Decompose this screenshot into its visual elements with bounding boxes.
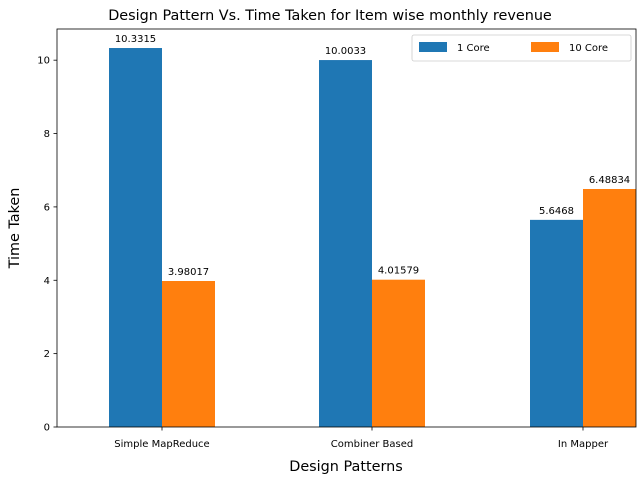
data-label-ten-core-1: 4.01579: [378, 266, 419, 277]
bar-ten-core-0: [162, 280, 215, 427]
legend-frame: [411, 34, 632, 62]
bar-one-core-1: [319, 60, 372, 427]
data-label-one-core-0: 10.3315: [115, 34, 156, 45]
data-label-one-core-2: 5.6468: [539, 206, 574, 217]
bar-ten-core-1: [372, 279, 425, 427]
legend-label-ten-core: 10 Core: [569, 43, 608, 54]
x-axis: Simple MapReduce Combiner Based In Mapper: [114, 427, 609, 450]
y-axis-label: Time Taken: [7, 188, 23, 270]
plot-frame: [56, 28, 637, 428]
data-label-ten-core-2: 6.48834: [589, 175, 630, 186]
legend-swatch-ten-core: [531, 42, 559, 52]
y-tick-label: 2: [44, 349, 50, 360]
y-tick-label: 8: [44, 129, 50, 140]
y-tick-label: 4: [44, 276, 50, 287]
x-axis-label: Design Patterns: [289, 459, 403, 475]
legend-label-one-core: 1 Core: [457, 43, 490, 54]
y-tick-label: 10: [37, 56, 50, 67]
x-tick-label: Simple MapReduce: [114, 439, 209, 450]
bar-ten-core-2: [583, 188, 636, 427]
y-tick-label: 6: [44, 202, 50, 213]
data-labels-group: 10.3315 10.0033 5.6468 3.98017 4.01579 6.4883…: [115, 34, 630, 278]
legend-swatch-one-core: [419, 42, 447, 52]
data-label-ten-core-0: 3.98017: [168, 267, 209, 278]
bars-group: [109, 48, 636, 428]
legend: 1 Core 10 Core: [411, 34, 632, 62]
chart-title: Design Pattern Vs. Time Taken for Item w…: [108, 8, 552, 24]
y-tick-label: 0: [44, 423, 50, 434]
bar-one-core-2: [530, 219, 583, 427]
data-label-one-core-1: 10.0033: [325, 46, 366, 57]
bar-one-core-0: [109, 48, 162, 428]
x-tick-label: Combiner Based: [331, 439, 413, 450]
x-tick-label: In Mapper: [558, 439, 609, 450]
y-axis: 0 2 4 6 8 10: [37, 56, 57, 434]
